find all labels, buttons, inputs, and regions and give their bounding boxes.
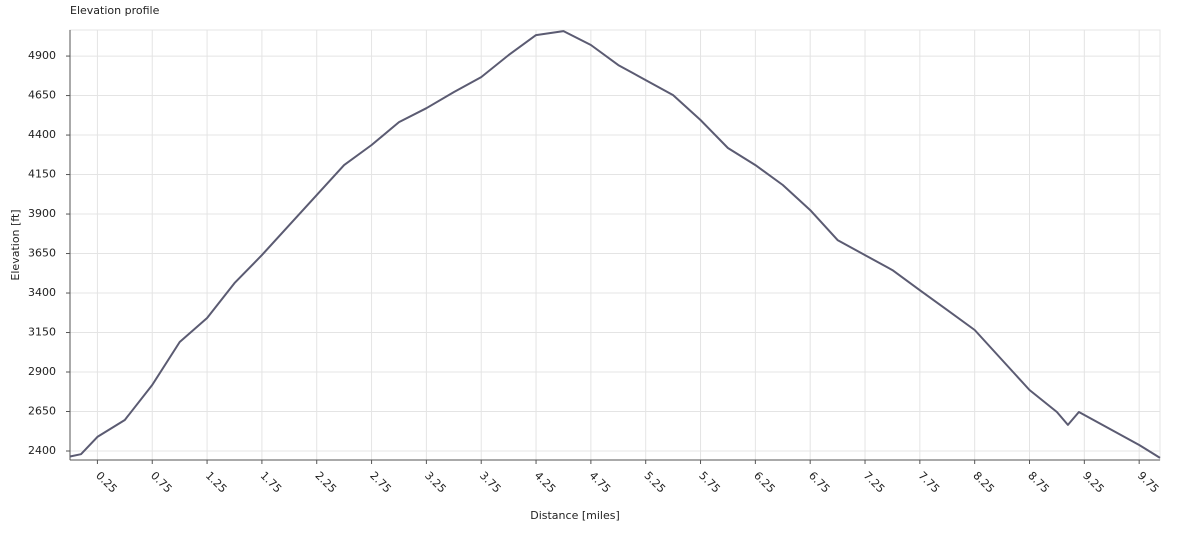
x-tick-label: 3.75 xyxy=(477,469,504,496)
x-tick-label: 6.25 xyxy=(751,469,778,496)
x-tick-label: 7.75 xyxy=(916,469,943,496)
elevation-line xyxy=(69,30,1161,459)
x-tick-label: 1.75 xyxy=(258,469,285,496)
x-tick-label: 0.25 xyxy=(93,469,120,496)
y-tick-label: 3400 xyxy=(28,286,56,299)
x-tick-label: 9.75 xyxy=(1135,469,1162,496)
x-axis-label: Distance [miles] xyxy=(530,509,620,522)
x-tick-label: 2.25 xyxy=(312,469,339,496)
x-tick-label: 8.75 xyxy=(1025,469,1052,496)
x-tick-label: 5.75 xyxy=(696,469,723,496)
x-tick-label: 1.25 xyxy=(203,469,230,496)
chart-title: Elevation profile xyxy=(70,4,160,17)
y-tick-label: 2650 xyxy=(28,405,56,418)
y-tick-label: 4400 xyxy=(28,128,56,141)
x-tick-label: 9.25 xyxy=(1080,469,1107,496)
y-tick-label: 3900 xyxy=(28,207,56,220)
x-tick-label: 2.75 xyxy=(367,469,394,496)
x-tick-label: 5.25 xyxy=(641,469,668,496)
x-tick-label: 4.25 xyxy=(532,469,559,496)
plot-area xyxy=(69,29,1161,461)
y-tick-label: 3650 xyxy=(28,247,56,260)
x-tick-label: 0.75 xyxy=(148,469,175,496)
x-tick-label: 4.75 xyxy=(587,469,614,496)
x-tick-label: 8.25 xyxy=(970,469,997,496)
y-tick-label: 4150 xyxy=(28,168,56,181)
y-tick-label: 3150 xyxy=(28,326,56,339)
y-tick-label: 2900 xyxy=(28,365,56,378)
y-axis-label: Elevation [ft] xyxy=(9,209,22,280)
y-tick-label: 4900 xyxy=(28,49,56,62)
y-tick-label: 4650 xyxy=(28,89,56,102)
x-tick-label: 7.25 xyxy=(861,469,888,496)
y-tick-label: 2400 xyxy=(28,444,56,457)
x-tick-label: 3.25 xyxy=(422,469,449,496)
x-tick-label: 6.75 xyxy=(806,469,833,496)
